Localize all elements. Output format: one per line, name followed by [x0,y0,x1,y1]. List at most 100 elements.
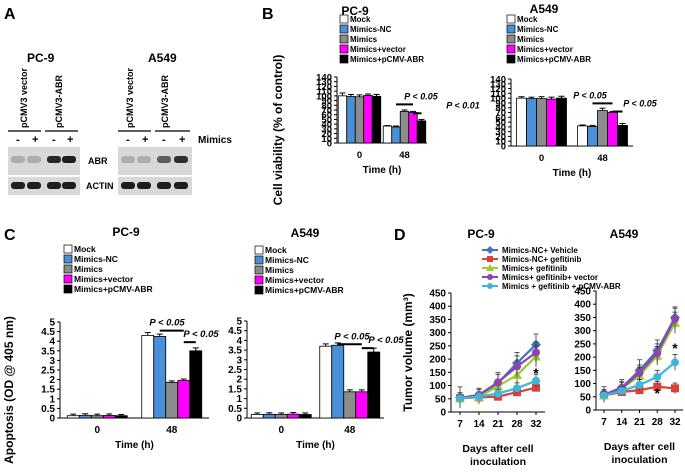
y-tick-label: 120 [490,84,506,95]
bar [262,413,276,419]
legend-label: Mimics+vector [517,45,573,54]
y-tick-label: 90 [321,96,332,107]
legend-label: Mimics [517,35,545,44]
blot-a549-abr-band [121,156,135,163]
panel-a: A PC-9 A549 pCMV3 vector pCMV3-ABR pCMV3… [4,6,232,195]
x-axis-label: Days after cell inoculation [604,441,675,466]
y-tick-label: 3 [236,355,242,366]
y-axis-label: Tumor volume (mm³) [401,293,415,411]
blot-pc9-sign-4: + [67,134,73,146]
y-tick-label: 450 [574,287,591,298]
y-tick-label: 200 [429,355,446,366]
blot-a549-actin-band [157,182,171,189]
y-tick-label: 0 [585,406,591,417]
bar [78,414,92,419]
bar [165,382,179,419]
x-tick-label: 32 [530,419,542,430]
blot-mimics-label: Mimics [198,135,232,146]
blot-a549-sign-3: - [162,134,166,146]
legend-swatch [254,245,264,255]
legend-label: Mimics+ gefitinib+ vector [502,273,598,282]
legend-swatch [506,44,516,54]
square-marker [653,382,662,391]
x-axis-label: Time (h) [296,440,335,451]
x-tick-label: 14 [616,417,628,428]
y-tick-label: 110 [317,87,332,98]
circle-marker [513,362,521,371]
y-tick-label: 1 [236,394,242,405]
y-axis-label: Apoptosis (OD @ 405 nm) [2,316,16,464]
bar [141,335,155,419]
y-tick-label: 80 [321,101,332,112]
significance-label: P < 0.05 [149,318,185,329]
blot-pc9-abr-band [47,156,61,163]
y-tick-label: 250 [574,339,591,350]
significance-label: P < 0.05 [623,99,657,109]
bar [90,415,104,419]
blot-pc9-actin-membrane [8,177,80,195]
blot-pc9-sign-2: + [32,134,38,146]
x-axis-label: Time (h) [553,168,592,179]
bar [382,125,393,144]
y-tick-label: 0.5 [41,404,55,415]
x-tick-label: 21 [492,419,504,430]
bar [556,97,567,147]
legend-swatch [254,275,264,285]
bar [416,120,427,144]
y-tick-label: 0 [327,139,332,150]
blot-pc9-actin-band [11,182,25,189]
legend-label: Mimics+vector [350,45,406,54]
panel-a-letter: A [4,6,16,23]
y-tick-label: 60 [495,113,506,124]
blot-a549-lane-abr: pCMV3-ABR [160,75,170,128]
bar [153,335,167,419]
y-tick-label: 130 [316,77,332,88]
legend-swatch [506,34,516,44]
panel-b-letter: B [262,6,274,23]
y-tick-label: 70 [495,108,506,119]
x-tick-label: 21 [634,417,646,428]
y-tick-label: 0 [440,408,446,419]
y-tick-label: 50 [435,394,447,405]
bar [536,98,547,147]
bar [399,111,410,144]
bar [66,415,80,419]
legend-swatch [506,24,516,34]
blot-a549-sign-2: + [142,134,148,146]
y-tick-label: 120 [316,82,332,93]
square-marker [671,384,679,393]
legend-swatch [339,44,349,54]
blot-a549-abr-band [157,156,171,163]
bar [367,351,381,419]
significance-label: P < 0.05 [334,331,370,342]
bar [391,126,401,144]
x-tick-label: 14 [473,419,485,430]
y-tick-label: 4 [49,337,55,348]
square-marker [487,256,493,262]
circle-marker [671,314,679,323]
legend-label: Mimics+pCMV-ABR [517,55,591,64]
y-tick-label: 20 [321,129,332,140]
legend-label: Mimics-NC+ Vehicle [502,246,578,255]
y-tick-label: 10 [321,134,332,145]
y-tick-label: 100 [490,94,506,105]
bar [319,345,333,419]
legend-swatch [506,14,516,24]
y-tick-label: 140 [490,75,506,86]
y-tick-label: 1.5 [228,384,242,395]
bar [597,110,608,147]
y-tick-label: 3 [49,356,55,367]
x-tick-label: 7 [457,419,463,430]
square-marker [532,383,540,392]
legend-swatch [63,244,73,254]
blot-pc9-abr-band [27,156,41,163]
blot-a549-actin-membrane [118,177,192,195]
y-tick-label: 450 [429,289,446,300]
y-tick-label: 2.5 [228,365,242,376]
bar [331,344,345,419]
bar [343,391,357,419]
circle-marker [600,391,608,400]
chart-viability-pc9: PC-9MockMimics-NCMimicsMimics+vectorMimi… [271,4,480,205]
x-tick-label: 28 [511,419,523,430]
y-tick-label: 2 [236,375,242,386]
